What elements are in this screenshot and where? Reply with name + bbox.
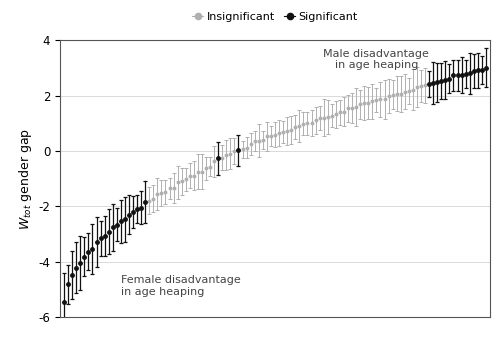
Legend: Insignificant, Significant: Insignificant, Significant [188,7,362,26]
Y-axis label: $W_{tot}$ gender gap: $W_{tot}$ gender gap [17,128,34,229]
Text: Male disadvantage
in age heaping: Male disadvantage in age heaping [324,49,430,70]
Text: Female disadvantage
in age heaping: Female disadvantage in age heaping [121,275,240,297]
